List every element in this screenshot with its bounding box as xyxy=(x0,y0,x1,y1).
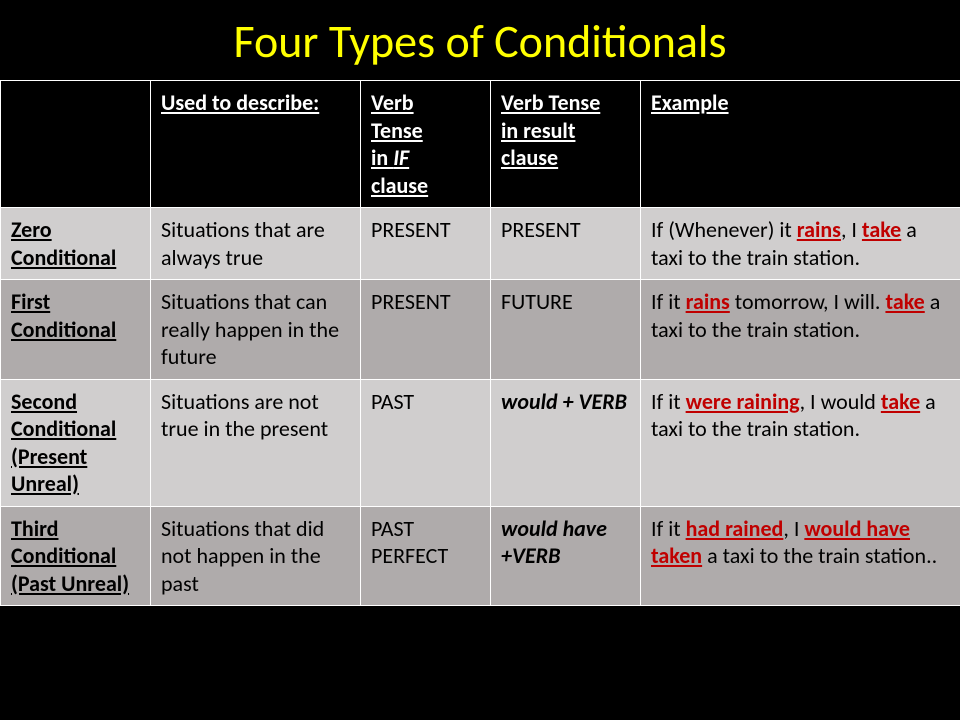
row-example: If (Whenever) it rains, I take a taxi to… xyxy=(641,208,960,280)
conditionals-table: Used to describe: Verb Tense in IF claus… xyxy=(0,80,960,606)
table-header-row: Used to describe: Verb Tense in IF claus… xyxy=(1,81,960,208)
row-example: If it were raining, I would take a taxi … xyxy=(641,379,960,506)
row-result: would have +VERB xyxy=(491,506,641,606)
header-if-tense: Verb Tense in IF clause xyxy=(361,81,491,208)
header-blank xyxy=(1,81,151,208)
header-result-tense: Verb Tense in result clause xyxy=(491,81,641,208)
row-name: Second Conditional (Present Unreal) xyxy=(1,379,151,506)
table-row: First Conditional Situations that can re… xyxy=(1,280,960,380)
row-desc: Situations are not true in the present xyxy=(151,379,361,506)
row-if: PAST PERFECT xyxy=(361,506,491,606)
header-describe: Used to describe: xyxy=(151,81,361,208)
row-desc: Situations that are always true xyxy=(151,208,361,280)
row-desc: Situations that can really happen in the… xyxy=(151,280,361,380)
row-name: Third Conditional (Past Unreal) xyxy=(1,506,151,606)
row-example: If it rains tomorrow, I will. take a tax… xyxy=(641,280,960,380)
row-result: PRESENT xyxy=(491,208,641,280)
page-title: Four Types of Conditionals xyxy=(0,0,960,80)
table-row: Zero Conditional Situations that are alw… xyxy=(1,208,960,280)
row-result: would + VERB xyxy=(491,379,641,506)
row-if: PRESENT xyxy=(361,208,491,280)
row-name: First Conditional xyxy=(1,280,151,380)
row-example: If it had rained, I would have taken a t… xyxy=(641,506,960,606)
row-desc: Situations that did not happen in the pa… xyxy=(151,506,361,606)
row-if: PAST xyxy=(361,379,491,506)
header-example: Example xyxy=(641,81,960,208)
table-row: Third Conditional (Past Unreal) Situatio… xyxy=(1,506,960,606)
row-name: Zero Conditional xyxy=(1,208,151,280)
row-if: PRESENT xyxy=(361,280,491,380)
row-result: FUTURE xyxy=(491,280,641,380)
table-row: Second Conditional (Present Unreal) Situ… xyxy=(1,379,960,506)
